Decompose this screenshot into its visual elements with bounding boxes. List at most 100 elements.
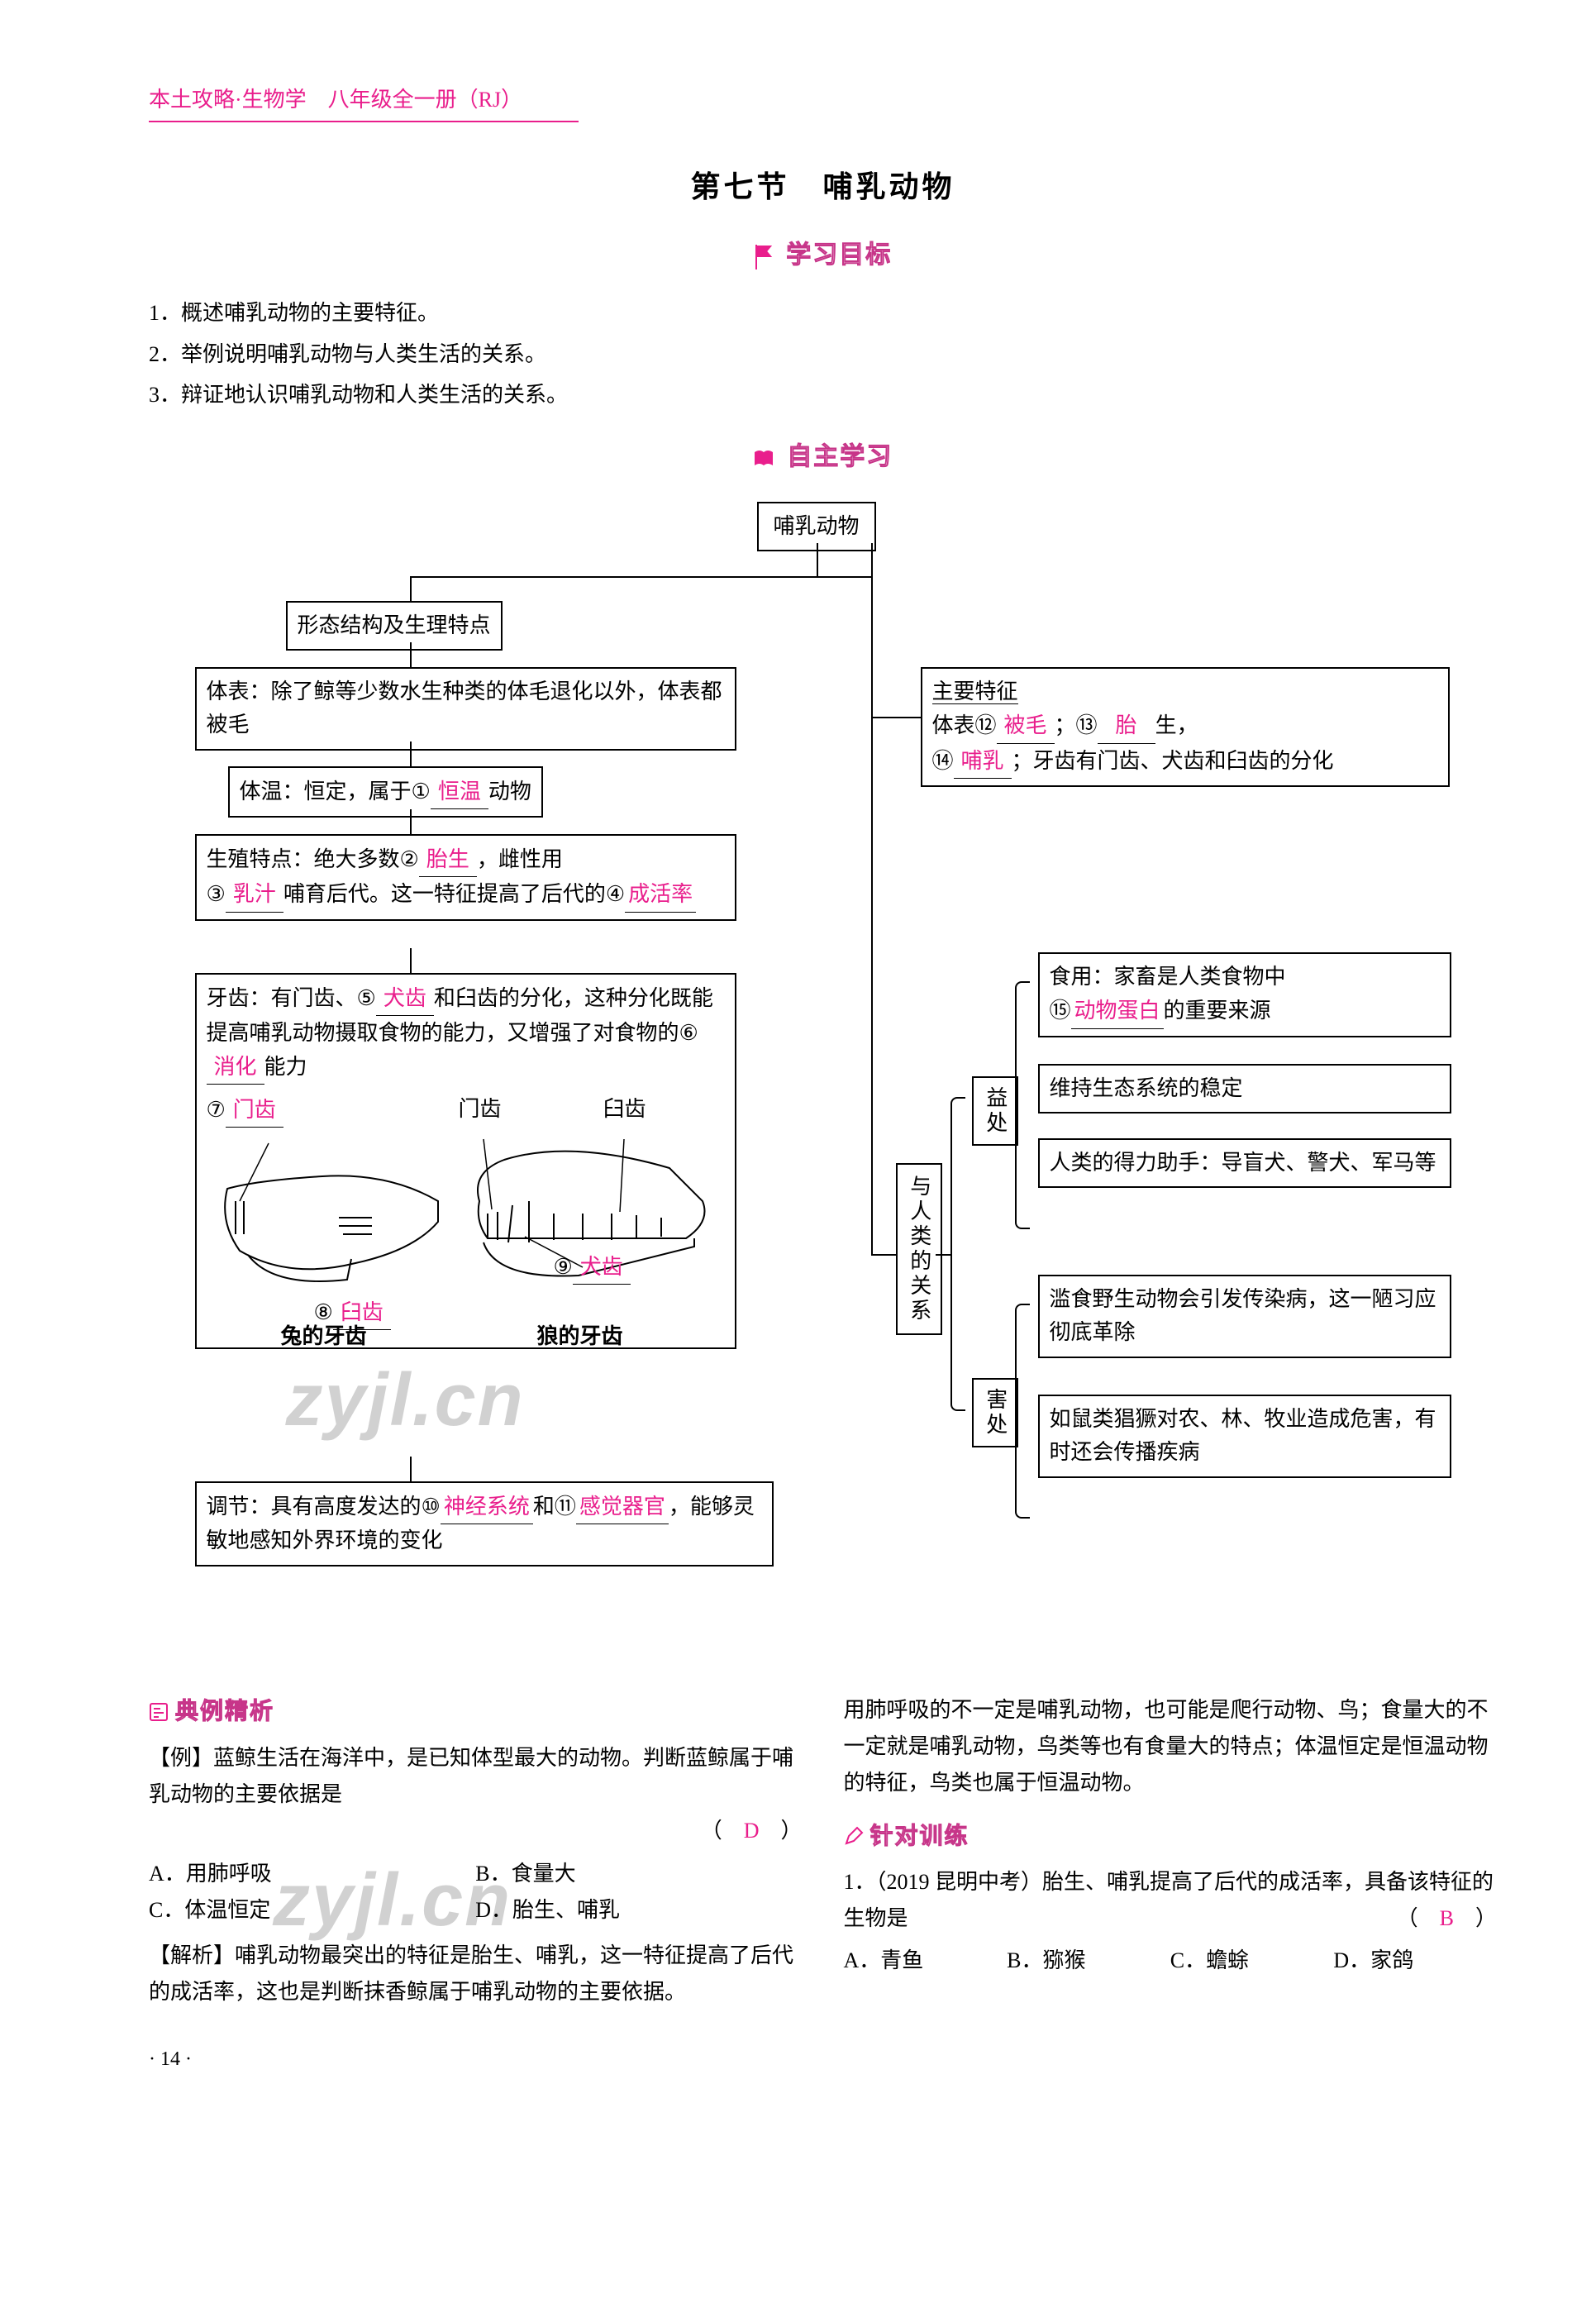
connector <box>871 717 921 718</box>
text: 生， <box>1155 713 1198 737</box>
answer-14: 哺乳 <box>954 745 1012 779</box>
analysis-tag: 【解析】 <box>149 1943 235 1967</box>
num: ① <box>412 779 431 804</box>
text: 牙齿：有门齿、 <box>207 986 357 1010</box>
connector <box>410 809 412 834</box>
goals-label: 学习目标 <box>786 241 892 269</box>
benefit3-box: 人类的得力助手：导盲犬、警犬、军马等 <box>1038 1138 1451 1188</box>
harm2-box: 如鼠类猖獗对农、林、牧业造成危害，有时还会传播疾病 <box>1038 1395 1451 1478</box>
bracket <box>1015 981 1030 1229</box>
num: ⑩ <box>422 1494 441 1519</box>
example-header: 典例精析 <box>149 1692 803 1732</box>
choice-c: C．体温恒定 <box>149 1892 475 1929</box>
connector <box>817 543 818 576</box>
left-title: 形态结构及生理特点 <box>286 601 503 651</box>
num: ④ <box>606 881 625 906</box>
num: ⑬ <box>1076 713 1098 737</box>
wolf-label: 狼的牙齿 <box>537 1320 623 1353</box>
example-text: 蓝鲸生活在海洋中，是已知体型最大的动物。判断蓝鲸属于哺乳动物的主要依据是 <box>149 1746 793 1806</box>
page-header: 本土攻略·生物学 八年级全一册（RJ） <box>149 83 579 122</box>
bracket <box>950 1097 965 1411</box>
body-temp-box: 体温：恒定，属于①恒温动物 <box>228 766 543 818</box>
answer-1: 恒温 <box>431 775 488 809</box>
num: ⑪ <box>555 1494 576 1519</box>
num: ⑭ <box>932 748 954 773</box>
answer-4: 成活率 <box>625 878 696 912</box>
benefit1-box: 食用：家畜是人类食物中⑮动物蛋白的重要来源 <box>1038 952 1451 1037</box>
practice-header: 针对训练 <box>844 1817 1498 1857</box>
choice-a: A．用肺呼吸 <box>149 1856 475 1892</box>
text: 食用：家畜是人类食物中 <box>1050 965 1286 989</box>
teeth-illustration <box>207 1123 727 1329</box>
text: ；牙齿有门齿、犬齿和臼齿的分化 <box>1012 749 1334 773</box>
example-tag: 【例】 <box>149 1746 213 1770</box>
q1-answer-paren: （ B ） <box>1397 1900 1497 1937</box>
num: ⑥ <box>679 1020 698 1045</box>
harm-box: 害处 <box>972 1378 1018 1447</box>
book-icon <box>753 449 774 469</box>
analysis-block: 【解析】哺乳动物最突出的特征是胎生、哺乳，这一特征提高了后代的成活率，这也是判断… <box>149 1938 803 2010</box>
bracket <box>1015 1304 1030 1519</box>
connector <box>871 543 873 1254</box>
text: ，雌性用 <box>477 847 563 871</box>
choice-b: B．食量大 <box>475 1856 802 1892</box>
rabbit-label: 兔的牙齿 <box>281 1320 367 1353</box>
num: ② <box>400 846 419 871</box>
harm-label: 害处 <box>979 1388 1012 1438</box>
q1-d: D．家鸽 <box>1333 1943 1497 1979</box>
example-answer: D <box>744 1819 760 1843</box>
goal-item: 1．概述哺乳动物的主要特征。 <box>149 296 1497 331</box>
text: 体表 <box>932 713 975 737</box>
answer-2: 胎生 <box>419 843 477 877</box>
label-9: ⑨犬齿 <box>554 1250 631 1285</box>
features-title: 主要特征 <box>932 680 1018 704</box>
text: 能力 <box>264 1055 307 1079</box>
q1-a: A．青鱼 <box>844 1943 1008 1979</box>
watermark: zyjl.cn <box>286 1341 525 1460</box>
section-title: 第七节 哺乳动物 <box>149 164 1497 212</box>
answer-15: 动物蛋白 <box>1071 994 1164 1028</box>
analysis-cont: 用肺呼吸的不一定是哺乳动物，也可能是爬行动物、鸟；食量大的不一定就是哺乳动物，鸟… <box>844 1692 1498 1802</box>
pencil-icon <box>844 1826 864 1846</box>
bottom-columns: zyjl.cn 典例精析 【例】蓝鲸生活在海洋中，是已知体型最大的动物。判断蓝鲸… <box>149 1692 1497 2010</box>
text: 和 <box>533 1495 555 1519</box>
answer-3: 乳汁 <box>226 878 283 912</box>
regulate-box: 调节：具有高度发达的⑩神经系统和⑪感觉器官，能够灵敏地感知外界环境的变化 <box>195 1481 774 1566</box>
goals-header: 学习目标 <box>149 236 1497 275</box>
flag-icon <box>754 245 774 269</box>
text: 调节：具有高度发达的 <box>207 1495 422 1519</box>
q1-b: B．猕猴 <box>1007 1943 1170 1979</box>
connector <box>410 742 412 766</box>
answer-10: 神经系统 <box>441 1490 533 1524</box>
teeth-label-jiu: 臼齿 <box>603 1093 646 1126</box>
q1-c: C．蟾蜍 <box>1170 1943 1334 1979</box>
connector <box>410 948 412 973</box>
note-icon <box>149 1702 169 1722</box>
text: 动物 <box>488 780 531 804</box>
num: ③ <box>207 881 226 906</box>
answer-11: 感觉器官 <box>576 1490 669 1524</box>
choice-d: D．胎生、哺乳 <box>475 1892 802 1929</box>
connector <box>936 1254 950 1256</box>
practice-label: 针对训练 <box>870 1817 970 1857</box>
example-choices: A．用肺呼吸 B．食量大 C．体温恒定 D．胎生、哺乳 <box>149 1856 803 1929</box>
analysis-text: 哺乳动物最突出的特征是胎生、哺乳，这一特征提高了后代的成活率，这也是判断抹香鲸属… <box>149 1943 793 2004</box>
q1-block: 1．（2019 昆明中考）胎生、哺乳提高了后代的成活率，具备该特征的生物是 （ … <box>844 1864 1498 1979</box>
num: ⑮ <box>1050 998 1071 1023</box>
connector <box>410 576 412 601</box>
answer-6: 消化 <box>207 1051 264 1085</box>
num: ⑤ <box>357 985 376 1010</box>
selfstudy-header: 自主学习 <box>149 437 1497 477</box>
repro-box: 生殖特点：绝大多数②胎生，雌性用 ③乳汁哺育后代。这一特征提高了后代的④成活率 <box>195 834 736 921</box>
selfstudy-label: 自主学习 <box>787 443 893 470</box>
relation-label: 与人类的关系 <box>903 1175 936 1323</box>
harm1-box: 滥食野生动物会引发传染病，这一陋习应彻底革除 <box>1038 1275 1451 1358</box>
num: ⑫ <box>975 713 997 737</box>
answer-5: 犬齿 <box>376 982 434 1016</box>
concept-diagram: zyjl.cn 哺乳动物 形态结构及生理特点 体表：除了鲸等少数水生种类的体毛退… <box>162 502 1484 1659</box>
page-number: · 14 · <box>149 2043 1497 2075</box>
connector <box>410 1457 412 1481</box>
example-answer-paren: （ D ） <box>149 1813 803 1849</box>
example-stem: 【例】蓝鲸生活在海洋中，是已知体型最大的动物。判断蓝鲸属于哺乳动物的主要依据是 … <box>149 1740 803 1850</box>
text: 哺育后代。这一特征提高了后代的 <box>283 882 606 906</box>
